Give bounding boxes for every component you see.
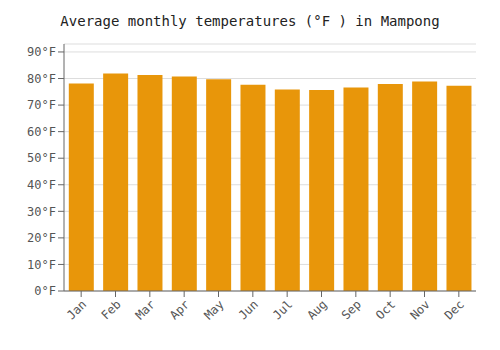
svg-text:Sep: Sep — [339, 297, 364, 322]
svg-text:Aug: Aug — [304, 297, 329, 322]
svg-text:60°F: 60°F — [27, 125, 56, 139]
svg-text:Jun: Jun — [236, 297, 261, 322]
svg-text:50°F: 50°F — [27, 151, 56, 165]
svg-text:70°F: 70°F — [27, 98, 56, 112]
svg-text:Oct: Oct — [373, 297, 398, 322]
svg-text:20°F: 20°F — [27, 231, 56, 245]
svg-text:90°F: 90°F — [27, 45, 56, 59]
svg-text:Nov: Nov — [407, 297, 432, 322]
svg-text:Dec: Dec — [442, 297, 467, 322]
html-text:Average monthly temperatures (: Average monthly temperatures (°F ) in Ma… — [60, 13, 440, 29]
svg-text:Jul: Jul — [270, 297, 295, 322]
svg-text:Jan: Jan — [64, 297, 89, 322]
svg-text:0°F: 0°F — [34, 284, 56, 298]
svg-text:Apr: Apr — [167, 297, 192, 322]
svg-text:40°F: 40°F — [27, 178, 56, 192]
svg-text:May: May — [201, 297, 226, 322]
svg-text:30°F: 30°F — [27, 205, 56, 219]
svg-text:Feb: Feb — [98, 297, 123, 322]
svg-text:Mar: Mar — [133, 297, 158, 322]
svg-text:10°F: 10°F — [27, 258, 56, 272]
svg-text:80°F: 80°F — [27, 72, 56, 86]
